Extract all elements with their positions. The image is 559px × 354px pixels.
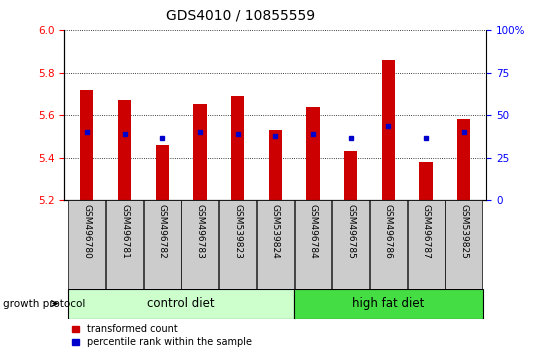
FancyBboxPatch shape — [182, 200, 219, 289]
FancyBboxPatch shape — [408, 200, 444, 289]
Bar — [155, 145, 169, 200]
FancyBboxPatch shape — [295, 200, 331, 289]
Bar — [118, 100, 131, 200]
Text: GSM496780: GSM496780 — [82, 204, 91, 258]
Bar — [457, 119, 470, 200]
Bar — [80, 90, 93, 200]
Bar — [231, 96, 244, 200]
Text: GSM496783: GSM496783 — [196, 204, 205, 258]
Bar — [306, 107, 320, 200]
FancyBboxPatch shape — [257, 200, 294, 289]
Text: GSM539825: GSM539825 — [459, 204, 468, 258]
FancyBboxPatch shape — [370, 200, 407, 289]
Text: GDS4010 / 10855559: GDS4010 / 10855559 — [166, 9, 315, 23]
Text: GSM539824: GSM539824 — [271, 204, 280, 258]
Bar — [419, 162, 433, 200]
Bar — [382, 60, 395, 200]
Bar — [269, 130, 282, 200]
Text: control diet: control diet — [147, 297, 215, 310]
Bar — [344, 151, 357, 200]
FancyBboxPatch shape — [446, 200, 482, 289]
FancyBboxPatch shape — [144, 200, 181, 289]
Text: growth protocol: growth protocol — [3, 298, 85, 309]
Text: GSM496787: GSM496787 — [421, 204, 430, 258]
FancyBboxPatch shape — [332, 200, 369, 289]
Text: GSM496782: GSM496782 — [158, 204, 167, 258]
Text: GSM496784: GSM496784 — [309, 204, 318, 258]
FancyBboxPatch shape — [68, 289, 294, 319]
Text: GSM496781: GSM496781 — [120, 204, 129, 258]
Text: high fat diet: high fat diet — [352, 297, 424, 310]
FancyBboxPatch shape — [219, 200, 256, 289]
Legend: transformed count, percentile rank within the sample: transformed count, percentile rank withi… — [72, 325, 252, 347]
Text: GSM496785: GSM496785 — [346, 204, 355, 258]
FancyBboxPatch shape — [68, 200, 105, 289]
Text: GSM539823: GSM539823 — [233, 204, 242, 258]
FancyBboxPatch shape — [294, 289, 482, 319]
Bar — [193, 104, 206, 200]
Text: GSM496786: GSM496786 — [384, 204, 393, 258]
FancyBboxPatch shape — [106, 200, 143, 289]
